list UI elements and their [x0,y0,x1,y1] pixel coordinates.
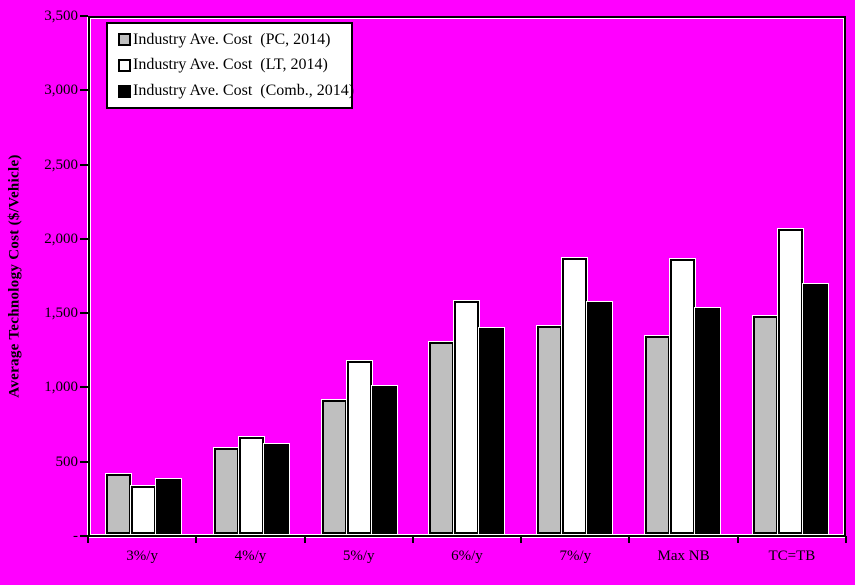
bar [479,327,505,534]
bar [694,308,720,534]
bar [562,257,588,534]
y-tick-label: 2,500 [44,156,78,173]
y-tick-label: 1,500 [44,305,78,322]
legend-label: Industry Ave. Cost (Comb., 2014) [133,82,355,100]
x-tick-mark [87,536,89,543]
bar [131,486,157,534]
bar [156,478,182,534]
bar [239,437,265,534]
x-tick-label: 3%/y [126,548,158,564]
x-tick-label: 6%/y [451,548,483,564]
y-axis-title: Average Technology Cost ($/Vehicle) [6,154,23,398]
plot-area [88,16,846,537]
x-tick-mark [845,536,847,543]
x-tick-label: Max NB [657,548,710,564]
bar [777,228,803,534]
y-tick-mark [80,89,88,92]
x-tick-mark [195,536,198,543]
y-tick-mark [80,460,88,463]
y-tick-label: 3,500 [44,8,78,24]
y-tick-mark [80,237,88,240]
bar-group [521,17,629,534]
y-tick-mark [80,15,88,17]
bar [214,447,240,534]
bar [346,361,372,534]
bar [454,300,480,534]
x-tick-label: 4%/y [234,548,267,564]
bar [644,336,670,534]
bar-group [198,17,306,534]
x-tick-mark [411,536,414,543]
legend-swatch-icon [118,33,131,47]
legend-label: Industry Ave. Cost (PC, 2014) [133,30,331,48]
x-tick-label: 5%/y [342,548,375,564]
bar [752,316,778,534]
bar [669,258,695,534]
legend-entry: Industry Ave. Cost (LT, 2014) [118,56,351,74]
y-tick-mark [80,312,88,315]
bar-group [629,17,737,534]
bar [321,399,347,534]
bar [802,284,828,534]
bar-group [413,17,521,534]
legend-swatch-icon [118,84,131,98]
bar-group [305,17,413,534]
bar [106,474,132,534]
bar [264,443,290,534]
y-tick-label: 2,000 [44,230,78,247]
bar [587,302,613,534]
y-tick-mark [80,386,88,389]
x-tick-mark [736,536,739,543]
bar [537,326,563,534]
legend: Industry Ave. Cost (PC, 2014) Industry Av… [106,22,355,109]
legend-swatch-icon [118,58,131,72]
x-tick-label: 7%/y [559,548,592,564]
y-tick-label: 1,000 [44,379,78,396]
bar [371,385,397,534]
y-tick-label: - [73,528,78,544]
x-tick-mark [628,536,631,543]
y-tick-label: 3,000 [44,82,78,99]
legend-label: Industry Ave. Cost (LT, 2014) [133,56,328,74]
y-tick-mark [80,535,88,537]
bar [429,341,455,534]
y-tick-label: 500 [55,453,79,470]
x-tick-mark [520,536,523,543]
bar-group [736,17,844,534]
y-tick-mark [80,163,88,166]
x-tick-mark [303,536,306,543]
legend-entry: Industry Ave. Cost (Comb., 2014) [118,82,355,100]
x-tick-label: TC=TB [768,548,816,564]
bar-group [90,17,198,534]
legend-entry: Industry Ave. Cost (PC, 2014) [118,31,351,49]
